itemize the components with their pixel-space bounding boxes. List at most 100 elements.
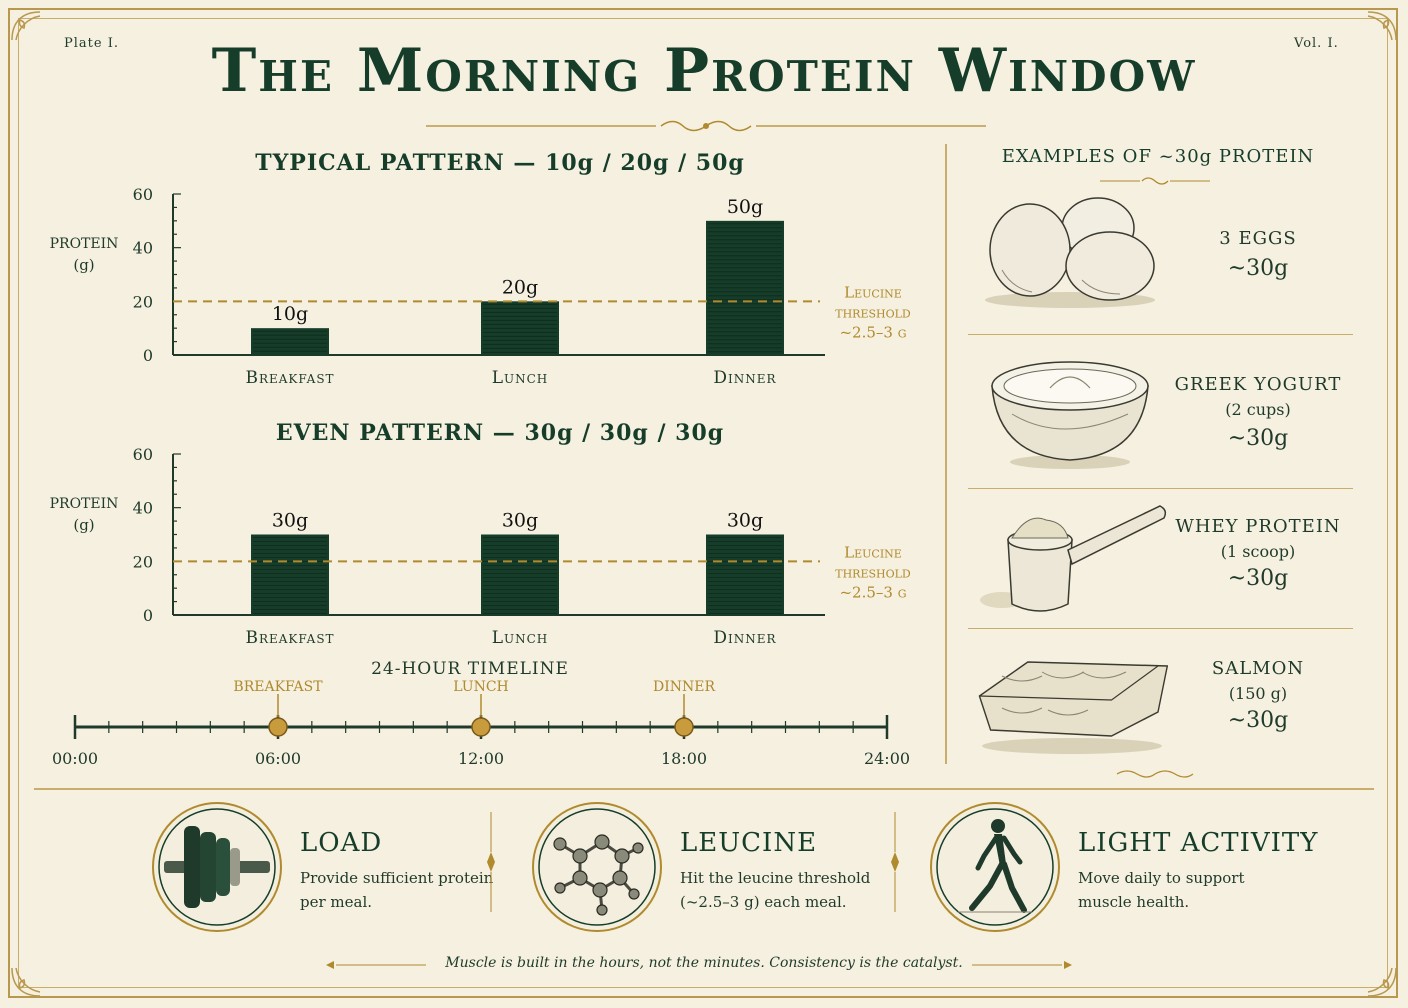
corner-ornament-icon [1367, 967, 1397, 997]
bar-lunch [481, 534, 559, 615]
threshold-label: ~2.5–3 g [839, 583, 906, 601]
food-item-salmon: SALMON (150 g) ~30g [968, 636, 1353, 766]
timeline-tick-label: 12:00 [458, 749, 504, 768]
threshold-label: threshold [835, 303, 911, 321]
meal-marker-label: LUNCH [453, 679, 509, 695]
food-name: 3 EGGS [1219, 228, 1297, 249]
food-item-greek-yogurt: GREEK YOGURT (2 cups) ~30g [968, 344, 1353, 484]
footer-flourish-icon [972, 961, 1072, 969]
whey-scoop-icon [980, 505, 1167, 612]
food-amount: ~30g [1227, 708, 1289, 733]
food-amount: ~30g [1227, 256, 1289, 281]
category-label: Lunch [492, 368, 549, 388]
meal-marker [674, 717, 694, 737]
y-axis-label: (g) [73, 516, 94, 534]
y-tick-label: 40 [133, 239, 153, 258]
corner-ornament-icon [11, 967, 41, 997]
divider [968, 334, 1353, 335]
pillar-light-activity: LIGHT ACTIVITY Move daily to support mus… [928, 800, 1317, 940]
bar-breakfast [251, 534, 329, 615]
molecule-icon [532, 802, 662, 932]
footer-quote: Muscle is built in the hours, not the mi… [445, 955, 963, 971]
food-name: WHEY PROTEIN [1175, 516, 1341, 537]
category-label: Dinner [713, 368, 776, 388]
pillar-text: Hit the leucine threshold (~2.5–3 g) eac… [680, 869, 871, 911]
threshold-label: Leucine [844, 543, 902, 561]
timeline-tick-label: 24:00 [864, 749, 910, 768]
food-item-eggs: 3 EGGS ~30g [968, 190, 1353, 330]
pillar-title: LOAD [300, 828, 383, 858]
y-tick-label: 40 [133, 499, 153, 518]
category-label: Breakfast [245, 628, 334, 648]
page-title: The Morning Protein Window [211, 36, 1197, 106]
examples-title: EXAMPLES OF ~30g PROTEIN [1001, 146, 1315, 167]
data-label: 50g [727, 196, 763, 218]
salmon-icon [978, 661, 1168, 754]
divider [968, 488, 1353, 489]
data-label: 30g [727, 510, 763, 532]
timeline-tick-label: 00:00 [52, 749, 98, 768]
timeline-tick-label: 18:00 [661, 749, 707, 768]
chart-title-even: EVEN PATTERN — 30g / 30g / 30g [275, 420, 725, 446]
pillar-text: Provide sufficient protein per meal. [300, 869, 494, 911]
section-divider [34, 788, 1374, 790]
y-tick-label: 60 [133, 445, 153, 464]
pillar-leucine: LEUCINE Hit the leucine threshold (~2.5–… [530, 800, 890, 940]
food-subtitle: (2 cups) [1225, 400, 1291, 419]
y-tick-label: 60 [133, 185, 153, 204]
y-tick-label: 20 [133, 292, 153, 311]
food-subtitle: (1 scoop) [1220, 542, 1296, 561]
footer-flourish-icon [326, 961, 426, 969]
timeline-title: 24-HOUR TIMELINE [371, 659, 569, 679]
data-label: 10g [272, 303, 308, 325]
category-label: Breakfast [245, 368, 334, 388]
category-label: Dinner [713, 628, 776, 648]
food-name: SALMON [1211, 658, 1305, 679]
threshold-label: Leucine [844, 283, 902, 301]
data-label: 30g [502, 510, 538, 532]
food-amount: ~30g [1227, 426, 1289, 451]
outer-frame [8, 8, 1398, 998]
y-tick-label: 0 [143, 606, 153, 625]
walking-man-icon [930, 802, 1060, 932]
divider [968, 628, 1353, 629]
even-pattern-chart: PROTEIN (g) 0 20 40 60 30g Breakfast 30g Lunch 30g… [50, 445, 911, 648]
threshold-label: threshold [835, 563, 911, 581]
bar-breakfast [251, 328, 329, 355]
data-label: 20g [502, 276, 538, 298]
category-label: Lunch [492, 628, 549, 648]
food-item-whey-protein: WHEY PROTEIN (1 scoop) ~30g [968, 494, 1353, 624]
title-flourish-icon [426, 120, 986, 132]
pillar-divider-icon [487, 812, 495, 912]
volume-label: Vol. I. [1294, 36, 1339, 51]
y-axis-label: PROTEIN [50, 236, 119, 252]
inner-frame [18, 18, 1388, 988]
threshold-label: ~2.5–3 g [839, 323, 906, 341]
pillar-title: LIGHT ACTIVITY [1078, 828, 1319, 858]
food-name: GREEK YOGURT [1174, 374, 1342, 395]
weight-plates-icon [152, 802, 282, 932]
examples-bottom-flourish-icon [1116, 770, 1194, 778]
timeline-24h: 24-HOUR TIMELINE 00:00 06:00 12:00 18:00 24:0… [52, 659, 910, 768]
timeline-tick-label: 06:00 [255, 749, 301, 768]
food-amount: ~30g [1227, 566, 1289, 591]
meal-marker [471, 717, 491, 737]
meal-marker-label: DINNER [653, 679, 715, 695]
pillar-load: LOAD Provide sufficient protein per meal… [150, 800, 493, 940]
pillar-title: LEUCINE [680, 828, 818, 858]
typical-pattern-chart: PROTEIN (g) 0 20 40 60 10g Breakfast 20g Lunch 50g… [50, 185, 911, 388]
y-tick-label: 0 [143, 346, 153, 365]
pillar-divider-icon [891, 812, 899, 912]
pillar-text: Move daily to support muscle health. [1078, 869, 1245, 911]
bar-dinner [706, 534, 784, 615]
plate-label: Plate I. [64, 36, 119, 51]
food-subtitle: (150 g) [1228, 684, 1288, 703]
y-axis-label: (g) [73, 256, 94, 274]
chart-title-typical: TYPICAL PATTERN — 10g / 20g / 50g [255, 150, 745, 176]
y-axis-label: PROTEIN [50, 496, 119, 512]
examples-flourish-icon [1100, 177, 1210, 185]
eggs-icon [985, 197, 1155, 308]
column-divider [945, 144, 947, 764]
data-label: 30g [272, 510, 308, 532]
meal-marker-label: BREAKFAST [233, 679, 323, 695]
